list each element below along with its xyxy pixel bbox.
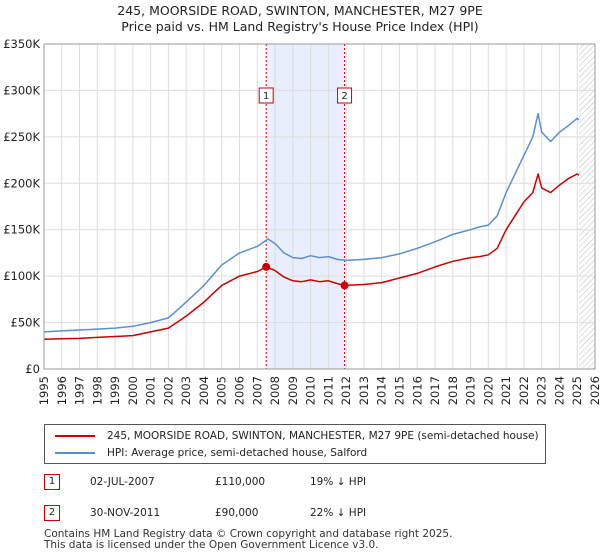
sale-label-box	[337, 87, 353, 104]
transaction-marker: 1	[44, 474, 60, 490]
sale-label: 2	[341, 91, 347, 102]
legend: 245, MOORSIDE ROAD, SWINTON, MANCHESTER,…	[44, 424, 546, 464]
sale-point	[340, 281, 349, 290]
transaction-price: £110,000	[215, 476, 266, 488]
sale-point	[262, 262, 271, 271]
legend-swatch-hpi	[55, 452, 95, 454]
price-chart: 1 2 £0 £50K £100K £150K £200K £250K £300K £350K 1…	[3, 37, 600, 405]
x-tick-label: 1996	[55, 376, 69, 405]
x-tick-label: 2011	[321, 376, 335, 405]
transaction-hpi-diff: 19% ↓ HPI	[310, 476, 367, 488]
x-tick-label: 2019	[464, 376, 478, 405]
legend-label-hpi: HPI: Average price, semi-detached house,…	[107, 447, 368, 459]
forecast-hatch	[579, 44, 595, 369]
x-tick-label: 2004	[197, 376, 211, 405]
x-tick-label: 2008	[268, 376, 282, 405]
x-tick-label: 2014	[375, 376, 389, 405]
x-tick-label: 2022	[517, 376, 531, 405]
plot-border	[43, 43, 596, 370]
x-tick-label: 2001	[144, 376, 158, 405]
y-tick-label: £250K	[3, 130, 40, 144]
transaction-date: 30-NOV-2011	[90, 507, 161, 519]
transaction-price: £90,000	[215, 507, 259, 519]
x-tick-label: 2017	[428, 376, 442, 405]
legend-item-property: 245, MOORSIDE ROAD, SWINTON, MANCHESTER,…	[45, 428, 539, 444]
y-tick-label: £350K	[3, 37, 40, 51]
y-tick-label: £150K	[3, 223, 40, 237]
footer-licence: This data is licensed under the Open Gov…	[44, 539, 379, 551]
legend-item-hpi: HPI: Average price, semi-detached house,…	[45, 445, 367, 461]
transaction-date: 02-JUL-2007	[90, 476, 155, 488]
x-tick-label: 2009	[286, 376, 300, 405]
legend-swatch-property	[55, 435, 95, 437]
x-tick-label: 2015	[392, 376, 406, 405]
y-tick-label: £200K	[3, 176, 40, 190]
x-tick-label: 2016	[410, 376, 424, 405]
footer: Contains HM Land Registry data © Crown c…	[44, 529, 452, 551]
x-tick-label: 2023	[535, 376, 549, 405]
x-tick-label: 1995	[37, 376, 51, 405]
chart-title: 245, MOORSIDE ROAD, SWINTON, MANCHESTER,…	[117, 3, 483, 18]
transaction-hpi-diff: 22% ↓ HPI	[310, 507, 367, 519]
y-tick-label: £300K	[3, 83, 40, 97]
x-tick-label: 1999	[108, 376, 122, 405]
x-tick-label: 2018	[446, 376, 460, 405]
hpi-line	[43, 112, 580, 333]
x-tick-label: 2010	[304, 376, 318, 405]
y-tick-label: £50K	[11, 316, 41, 330]
x-tick-label: 2020	[481, 376, 495, 405]
sale-label-box	[258, 87, 274, 104]
y-tick-label: £100K	[3, 269, 40, 283]
x-tick-label: 2005	[215, 376, 229, 405]
y-tick-label: £0	[25, 362, 40, 376]
x-tick-label: 2024	[552, 376, 566, 405]
x-tick-label: 1998	[90, 376, 104, 405]
x-tick-label: 2003	[179, 376, 193, 405]
x-tick-label: 2026	[588, 376, 600, 405]
legend-label-property: 245, MOORSIDE ROAD, SWINTON, MANCHESTER,…	[107, 430, 539, 442]
sale-label: 1	[263, 91, 269, 102]
x-tick-label: 2000	[126, 376, 140, 405]
x-tick-label: 2013	[357, 376, 371, 405]
footer-copyright: Contains HM Land Registry data © Crown c…	[44, 528, 453, 540]
chart-subtitle: Price paid vs. HM Land Registry's House …	[121, 19, 479, 34]
x-tick-label: 2021	[499, 376, 513, 405]
x-tick-label: 2007	[250, 376, 264, 405]
shaded-period	[266, 44, 345, 369]
transaction-marker: 2	[44, 505, 60, 521]
x-tick-label: 2006	[233, 376, 247, 405]
x-tick-label: 2002	[161, 376, 175, 405]
x-tick-label: 1997	[73, 376, 87, 405]
x-tick-label: 2012	[339, 376, 353, 405]
x-tick-label: 2025	[570, 376, 584, 405]
